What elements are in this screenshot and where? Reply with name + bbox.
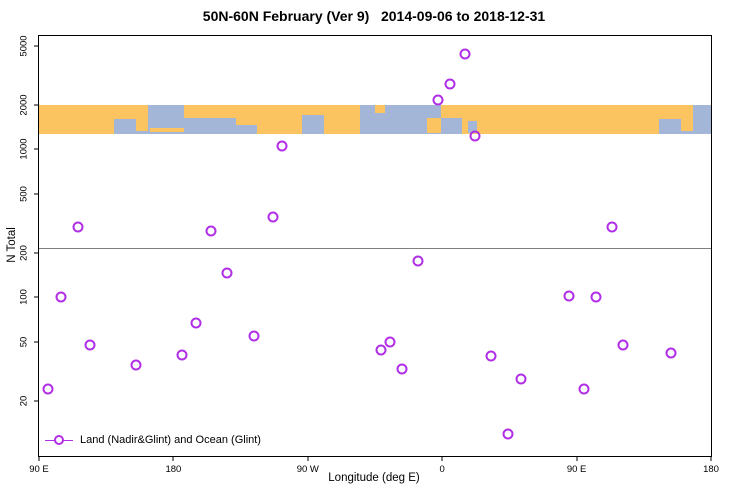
x-tick	[38, 456, 40, 461]
data-point	[617, 339, 629, 351]
data-point	[190, 317, 202, 329]
x-tick	[441, 456, 443, 461]
land-patch	[149, 128, 184, 132]
y-axis-label: N Total	[6, 227, 18, 263]
y-tick-label: 50	[18, 336, 30, 348]
data-point	[130, 359, 142, 371]
data-point	[485, 350, 497, 362]
data-point	[469, 130, 481, 142]
data-point	[396, 363, 408, 375]
y-tick-label: 20	[18, 395, 30, 407]
data-point	[267, 211, 279, 223]
x-tick-label: 0	[439, 464, 445, 475]
data-point	[72, 221, 84, 233]
land-patch	[39, 104, 114, 135]
land-patch	[183, 104, 237, 118]
data-point	[375, 344, 387, 356]
ocean-patch	[467, 120, 477, 133]
data-point	[606, 221, 618, 233]
data-point	[248, 330, 260, 342]
data-point	[55, 291, 67, 303]
plot-area: Land (Nadir&Glint) and Ocean (Glint) 90 …	[19, 35, 719, 475]
data-point	[412, 255, 424, 267]
x-tick-label: 180	[165, 464, 182, 475]
data-point	[459, 48, 471, 60]
data-point	[578, 383, 590, 395]
land-patch	[658, 104, 682, 120]
data-point	[432, 94, 444, 106]
legend-circle-icon	[54, 435, 64, 445]
ocean-patch	[301, 114, 325, 135]
data-point	[42, 383, 54, 395]
y-tick-label: 200	[18, 244, 30, 261]
data-point	[590, 291, 602, 303]
land-patch	[375, 104, 386, 114]
x-axis-label: Longitude (deg E)	[328, 472, 420, 484]
data-point	[665, 347, 677, 359]
y-tick-label: 2000	[18, 93, 30, 116]
land-patch	[236, 104, 258, 126]
data-point	[444, 78, 456, 90]
y-tick	[34, 148, 39, 150]
y-tick-label: 5000	[18, 34, 30, 57]
y-tick	[34, 400, 39, 402]
data-point	[221, 267, 233, 279]
y-tick	[34, 45, 39, 47]
legend-marker-icon	[45, 435, 73, 446]
data-point	[563, 290, 575, 302]
data-point	[384, 336, 396, 348]
land-patch	[681, 104, 694, 132]
x-tick	[710, 456, 712, 461]
land-patch	[427, 117, 441, 133]
data-point	[205, 225, 217, 237]
data-point	[515, 373, 527, 385]
x-tick	[172, 456, 174, 461]
x-tick-label: 90 E	[566, 464, 587, 475]
x-tick-label: 90 E	[29, 464, 49, 475]
y-tick	[34, 193, 39, 195]
land-patch	[136, 104, 148, 132]
x-tick	[307, 456, 309, 461]
data-point	[502, 428, 514, 440]
chart-title: 50N-60N February (Ver 9) 2014-09-06 to 2…	[202, 8, 546, 24]
x-tick	[576, 456, 578, 461]
y-tick	[34, 104, 39, 106]
y-tick	[34, 341, 39, 343]
land-patch	[440, 104, 462, 118]
y-tick	[34, 252, 39, 254]
y-tick	[34, 296, 39, 298]
x-tick-label: 180	[703, 464, 719, 475]
legend: Land (Nadir&Glint) and Ocean (Glint)	[45, 434, 261, 446]
land-patch	[481, 104, 659, 135]
data-point	[276, 140, 288, 152]
data-point	[84, 339, 96, 351]
y-tick-label: 500	[18, 185, 30, 202]
legend-label: Land (Nadir&Glint) and Ocean (Glint)	[80, 434, 261, 446]
y-tick-label: 100	[18, 289, 30, 306]
threshold-line	[39, 248, 711, 250]
world-map-band	[39, 104, 711, 135]
y-tick-label: 1000	[18, 138, 30, 160]
x-tick-label: 90 W	[296, 464, 319, 475]
land-patch	[113, 104, 137, 120]
data-point	[176, 349, 188, 361]
